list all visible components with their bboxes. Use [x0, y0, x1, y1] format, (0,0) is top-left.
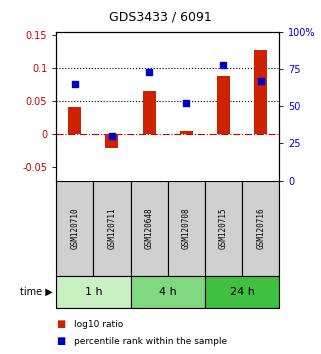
Text: log10 ratio: log10 ratio: [74, 320, 123, 329]
Bar: [68, 107, 81, 134]
Text: GSM120716: GSM120716: [256, 207, 265, 249]
Text: percentile rank within the sample: percentile rank within the sample: [74, 337, 227, 346]
Bar: [242, 181, 279, 276]
Point: [109, 133, 115, 139]
Text: 4 h: 4 h: [159, 287, 177, 297]
Text: ■: ■: [56, 336, 65, 346]
Text: GSM120708: GSM120708: [182, 207, 191, 249]
Bar: [205, 181, 242, 276]
Text: ■: ■: [56, 319, 65, 329]
Bar: [205, 276, 279, 308]
Text: 24 h: 24 h: [230, 287, 255, 297]
Point: [221, 62, 226, 67]
Text: GSM120711: GSM120711: [108, 207, 117, 249]
Point: [258, 78, 263, 84]
Point: [184, 101, 189, 106]
Text: time ▶: time ▶: [20, 287, 53, 297]
Bar: [217, 76, 230, 134]
Bar: [56, 181, 93, 276]
Bar: [105, 134, 118, 148]
Bar: [254, 50, 267, 134]
Text: 1 h: 1 h: [84, 287, 102, 297]
Point: [147, 69, 152, 75]
Bar: [168, 181, 205, 276]
Point: [72, 81, 77, 87]
Bar: [56, 276, 131, 308]
Bar: [131, 276, 205, 308]
Bar: [180, 131, 193, 134]
Text: GDS3433 / 6091: GDS3433 / 6091: [109, 10, 212, 23]
Text: GSM120715: GSM120715: [219, 207, 228, 249]
Bar: [93, 181, 131, 276]
Text: GSM120710: GSM120710: [70, 207, 79, 249]
Text: GSM120648: GSM120648: [145, 207, 154, 249]
Bar: [131, 181, 168, 276]
Bar: [143, 91, 156, 134]
